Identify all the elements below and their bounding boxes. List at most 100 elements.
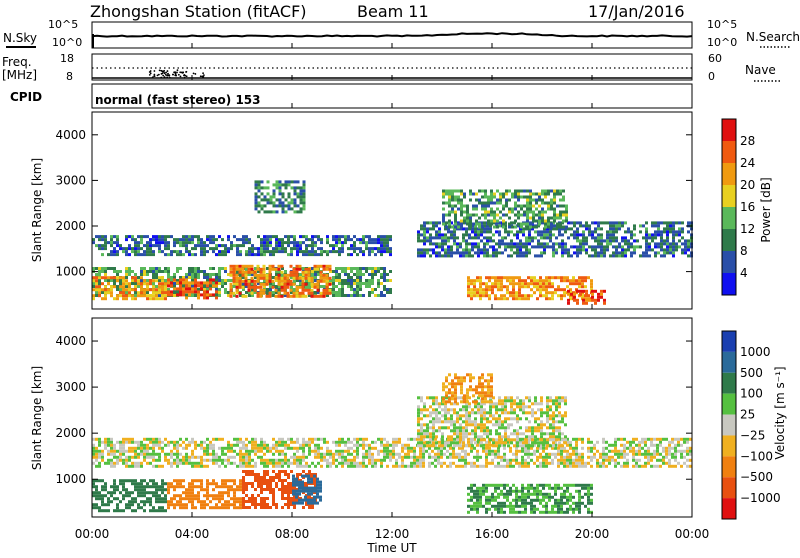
heatmap-cell (294, 210, 297, 213)
heatmap-cell (182, 447, 185, 450)
heatmap-cell (104, 279, 107, 282)
heatmap-cell (483, 221, 486, 224)
heatmap-cell (519, 245, 522, 248)
heatmap-cell (557, 294, 560, 297)
heatmap-cell (657, 233, 660, 236)
heatmap-cell (429, 236, 432, 239)
heatmap-cell (478, 217, 481, 220)
heatmap-cell (435, 245, 438, 248)
heatmap-cell (550, 190, 553, 193)
heatmap-cell (629, 444, 632, 447)
heatmap-cell (359, 250, 362, 253)
heatmap-cell (284, 456, 287, 459)
heatmap-cell (526, 214, 529, 217)
heatmap-cell (260, 476, 263, 479)
heatmap-cell (618, 251, 621, 254)
heatmap-cell (185, 459, 188, 462)
heatmap-cell (668, 453, 671, 456)
heatmap-cell (623, 465, 626, 468)
heatmap-cell (475, 214, 478, 217)
heatmap-cell (532, 193, 535, 196)
heatmap-cell (686, 459, 689, 462)
heatmap-cell (490, 220, 493, 223)
heatmap-cell (359, 462, 362, 465)
heatmap-cell (441, 242, 444, 245)
heatmap-cell (660, 221, 663, 224)
heatmap-cell (528, 233, 531, 236)
heatmap-cell (484, 217, 487, 220)
power-y-tick-label: 2000 (55, 219, 86, 233)
heatmap-cell (603, 290, 606, 293)
heatmap-cell (383, 456, 386, 459)
heatmap-cell (471, 254, 474, 257)
heatmap-cell (302, 235, 305, 238)
heatmap-cell (482, 288, 485, 291)
heatmap-cell (541, 214, 544, 217)
heatmap-cell (609, 242, 612, 245)
heatmap-cell (454, 220, 457, 223)
heatmap-cell (678, 227, 681, 230)
heatmap-cell (614, 462, 617, 465)
heatmap-cell (288, 195, 291, 198)
heatmap-cell (524, 285, 527, 288)
heatmap-cell (377, 285, 380, 288)
heatmap-cell (281, 453, 284, 456)
heatmap-cell (579, 224, 582, 227)
heatmap-cell (194, 267, 197, 270)
heatmap-cell (254, 253, 257, 256)
heatmap-cell (236, 506, 239, 509)
heatmap-cell (221, 267, 224, 270)
heatmap-cell (158, 456, 161, 459)
heatmap-cell (477, 242, 480, 245)
heatmap-cell (161, 250, 164, 253)
heatmap-cell (264, 186, 267, 189)
heatmap-cell (167, 506, 170, 509)
heatmap-cell (297, 186, 300, 189)
heatmap-cell (116, 273, 119, 276)
heatmap-cell (107, 438, 110, 441)
heatmap-cell (152, 441, 155, 444)
heatmap-cell (125, 279, 128, 282)
heatmap-cell (101, 253, 104, 256)
heatmap-cell (125, 456, 128, 459)
heatmap-cell (294, 189, 297, 192)
heatmap-cell (564, 230, 567, 233)
heatmap-cell (179, 244, 182, 247)
heatmap-cell (194, 444, 197, 447)
heatmap-cell (245, 450, 248, 453)
heatmap-cell (182, 238, 185, 241)
heatmap-cell (572, 450, 575, 453)
heatmap-cell (143, 459, 146, 462)
heatmap-cell (338, 453, 341, 456)
heatmap-cell (532, 199, 535, 202)
heatmap-cell (597, 242, 600, 245)
heatmap-cell (119, 459, 122, 462)
heatmap-cell (441, 239, 444, 242)
heatmap-cell (377, 438, 380, 441)
heatmap-cell (612, 239, 615, 242)
heatmap-cell (552, 248, 555, 251)
heatmap-cell (335, 291, 338, 294)
heatmap-cell (200, 244, 203, 247)
heatmap-cell (282, 201, 285, 204)
heatmap-cell (428, 453, 431, 456)
heatmap-cell (296, 295, 299, 298)
heatmap-cell (146, 500, 149, 503)
heatmap-cell (353, 241, 356, 244)
heatmap-cell (507, 242, 510, 245)
heatmap-cell (594, 290, 597, 293)
heatmap-cell (597, 245, 600, 248)
heatmap-cell (152, 253, 155, 256)
heatmap-cell (594, 227, 597, 230)
heatmap-cell (617, 456, 620, 459)
heatmap-cell (149, 447, 152, 450)
heatmap-cell (270, 198, 273, 201)
heatmap-cell (523, 196, 526, 199)
freq-dot (175, 75, 177, 77)
heatmap-cell (487, 220, 490, 223)
heatmap-cell (278, 459, 281, 462)
heatmap-cell (296, 473, 299, 476)
heatmap-cell (173, 244, 176, 247)
heatmap-cell (452, 456, 455, 459)
heatmap-cell (344, 273, 347, 276)
